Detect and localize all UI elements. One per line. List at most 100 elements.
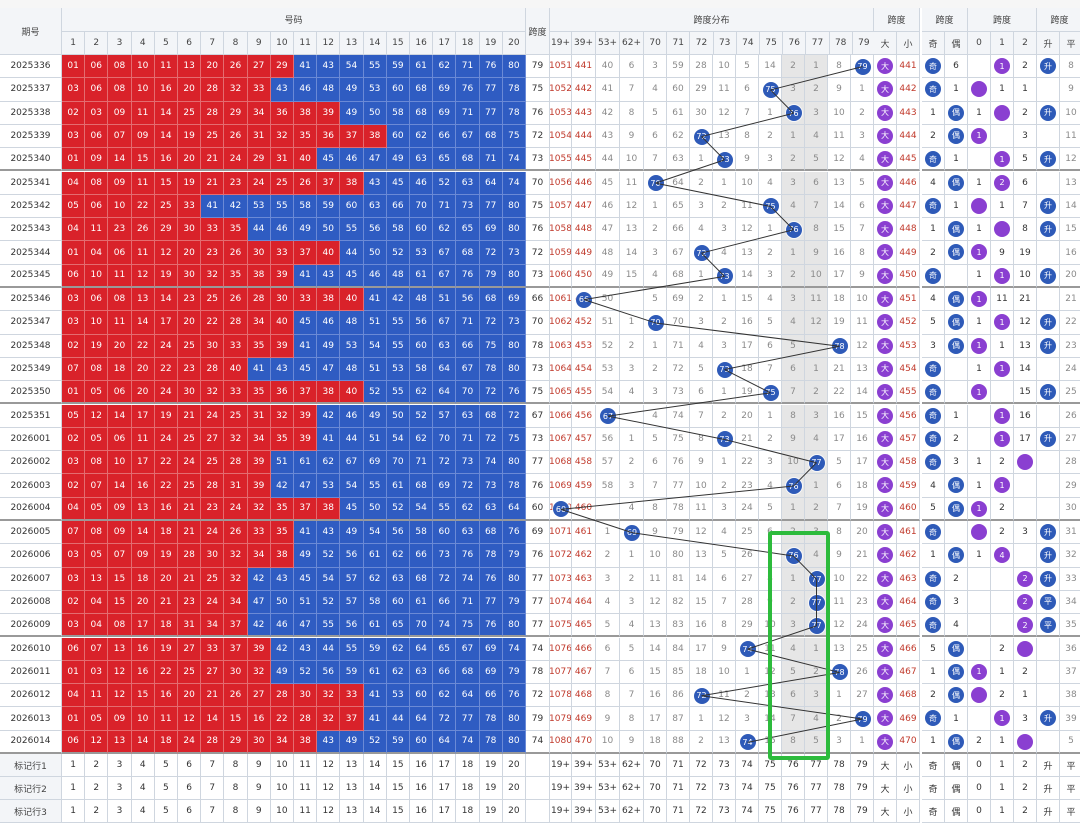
dist-cell: 13 [828, 171, 851, 195]
ball-cell: 17 [131, 404, 155, 428]
ball-cell: 40 [340, 288, 364, 312]
dist-cell: 6 [782, 357, 805, 382]
ball-cell: 24 [201, 521, 225, 545]
period-cell: 2025350 [0, 381, 62, 405]
dist-cell [620, 404, 644, 428]
ball-cell: 66 [433, 590, 457, 615]
ball-cell: 25 [178, 101, 202, 125]
footer-ball-cell: 3 [108, 777, 132, 800]
da-ball: 大 [877, 197, 893, 214]
ping-cell: 30 [1060, 498, 1080, 521]
ball-cell: 63 [410, 148, 434, 172]
ball-cell: 03 [85, 101, 109, 125]
span-hit-ball: 73 [716, 151, 733, 168]
span-hit-ball: 70 [647, 314, 664, 331]
ball-cell: 63 [386, 567, 410, 591]
mod0-cell [968, 427, 991, 452]
ball-cell: 26 [294, 171, 318, 195]
mod2-cell [1014, 637, 1037, 661]
ball-cell: 74 [433, 614, 457, 638]
dist-cell: 6 [782, 684, 805, 708]
footer-ball-cell: 11 [294, 800, 318, 823]
ball-cell: 61 [363, 544, 387, 568]
ball-cell: 28 [270, 684, 294, 708]
ball-cell: 77 [456, 707, 480, 731]
mod0-cell [968, 404, 991, 428]
ball-cell: 24 [154, 334, 178, 358]
ball-cell: 74 [456, 567, 480, 591]
ball-cell: 18 [154, 521, 178, 545]
ji-cell: 奇 [922, 427, 945, 452]
ball-cell: 23 [201, 241, 225, 265]
ball-cell: 26 [224, 521, 248, 545]
xiao-cell: 446 [897, 171, 920, 195]
footer-dist-cell: 71 [667, 800, 690, 823]
ji-cell: 2 [922, 124, 945, 149]
footer-ball-cell: 16 [410, 777, 434, 800]
ball-cell: 42 [386, 288, 410, 312]
dist-cell: 3 [644, 381, 667, 405]
da-cell: 大 [874, 684, 897, 708]
ji-cell: 3 [922, 334, 945, 358]
ball-cell: 67 [433, 311, 457, 335]
ball-cell: 19 [85, 334, 109, 358]
ball-cell: 21 [201, 148, 225, 172]
dist-cell: 2 [713, 474, 736, 498]
footer-dist-cell: 39+ [572, 777, 596, 800]
ball-cell: 75 [456, 614, 480, 638]
dist-cell: 2 [782, 148, 805, 172]
ball-cell: 53 [410, 241, 434, 265]
dist-cell: 2 [736, 684, 759, 708]
mod-ball: 1 [994, 407, 1010, 424]
ball-cell: 68 [456, 241, 480, 265]
ball-col-header: 16 [410, 32, 434, 55]
ball-cell: 61 [386, 474, 410, 498]
mod0-cell [968, 567, 991, 591]
ball-cell: 57 [433, 404, 457, 428]
ball-cell: 20 [131, 357, 155, 382]
span-hit-ball: 77 [808, 571, 825, 588]
da-ball: 大 [877, 127, 893, 144]
mod2-cell: 8 [1014, 218, 1037, 242]
ball-cell: 59 [386, 55, 410, 79]
ball-cell: 76 [502, 381, 526, 405]
footer-ji: 奇 [922, 754, 945, 777]
dist-cell: 1 [644, 194, 667, 219]
dist-cell: 3 [759, 148, 782, 172]
ball-cell: 73 [479, 474, 503, 498]
ou-cell: 1 [945, 78, 968, 102]
ball-cell: 47 [294, 474, 318, 498]
span-hit-ball: 70 [647, 175, 664, 192]
footer-ball-cell: 20 [502, 754, 526, 777]
footer-ping: 平 [1060, 754, 1080, 777]
dist-cell: 25 [851, 637, 874, 661]
ball-cell: 15 [108, 590, 132, 615]
ball-cell: 23 [201, 497, 225, 521]
mod0-cell: 2 [968, 730, 991, 754]
dist-cell: 61 [667, 101, 690, 125]
da-ball: 大 [877, 524, 893, 540]
period-cell: 2025336 [0, 55, 62, 79]
footer-ball-cell: 13 [340, 777, 364, 800]
dist-cell: 12 [828, 614, 851, 638]
ball-cell: 38 [317, 497, 341, 521]
ball-cell: 19 [178, 124, 202, 149]
dist-cell: 4 [690, 334, 713, 358]
ou-cell: 3 [945, 590, 968, 615]
dist-cell: 49 [596, 264, 620, 288]
ball-cell: 26 [224, 684, 248, 708]
ball-cell: 02 [62, 334, 86, 358]
footer-ou: 偶 [945, 800, 968, 823]
ball-cell: 56 [340, 544, 364, 568]
ball-cell: 74 [456, 730, 480, 754]
xiao-cell: 470 [897, 730, 920, 754]
mod0-cell: 1 [968, 171, 991, 195]
dist-cell: 65 [667, 194, 690, 219]
ball-cell: 76 [479, 567, 503, 591]
ball-cell: 69 [363, 451, 387, 475]
jiou-ball: 偶 [948, 663, 964, 680]
ball-cell: 62 [386, 660, 410, 685]
ball-cell: 23 [178, 288, 202, 312]
ball-cell: 71 [433, 194, 457, 219]
dist-cell: 4 [644, 264, 667, 288]
